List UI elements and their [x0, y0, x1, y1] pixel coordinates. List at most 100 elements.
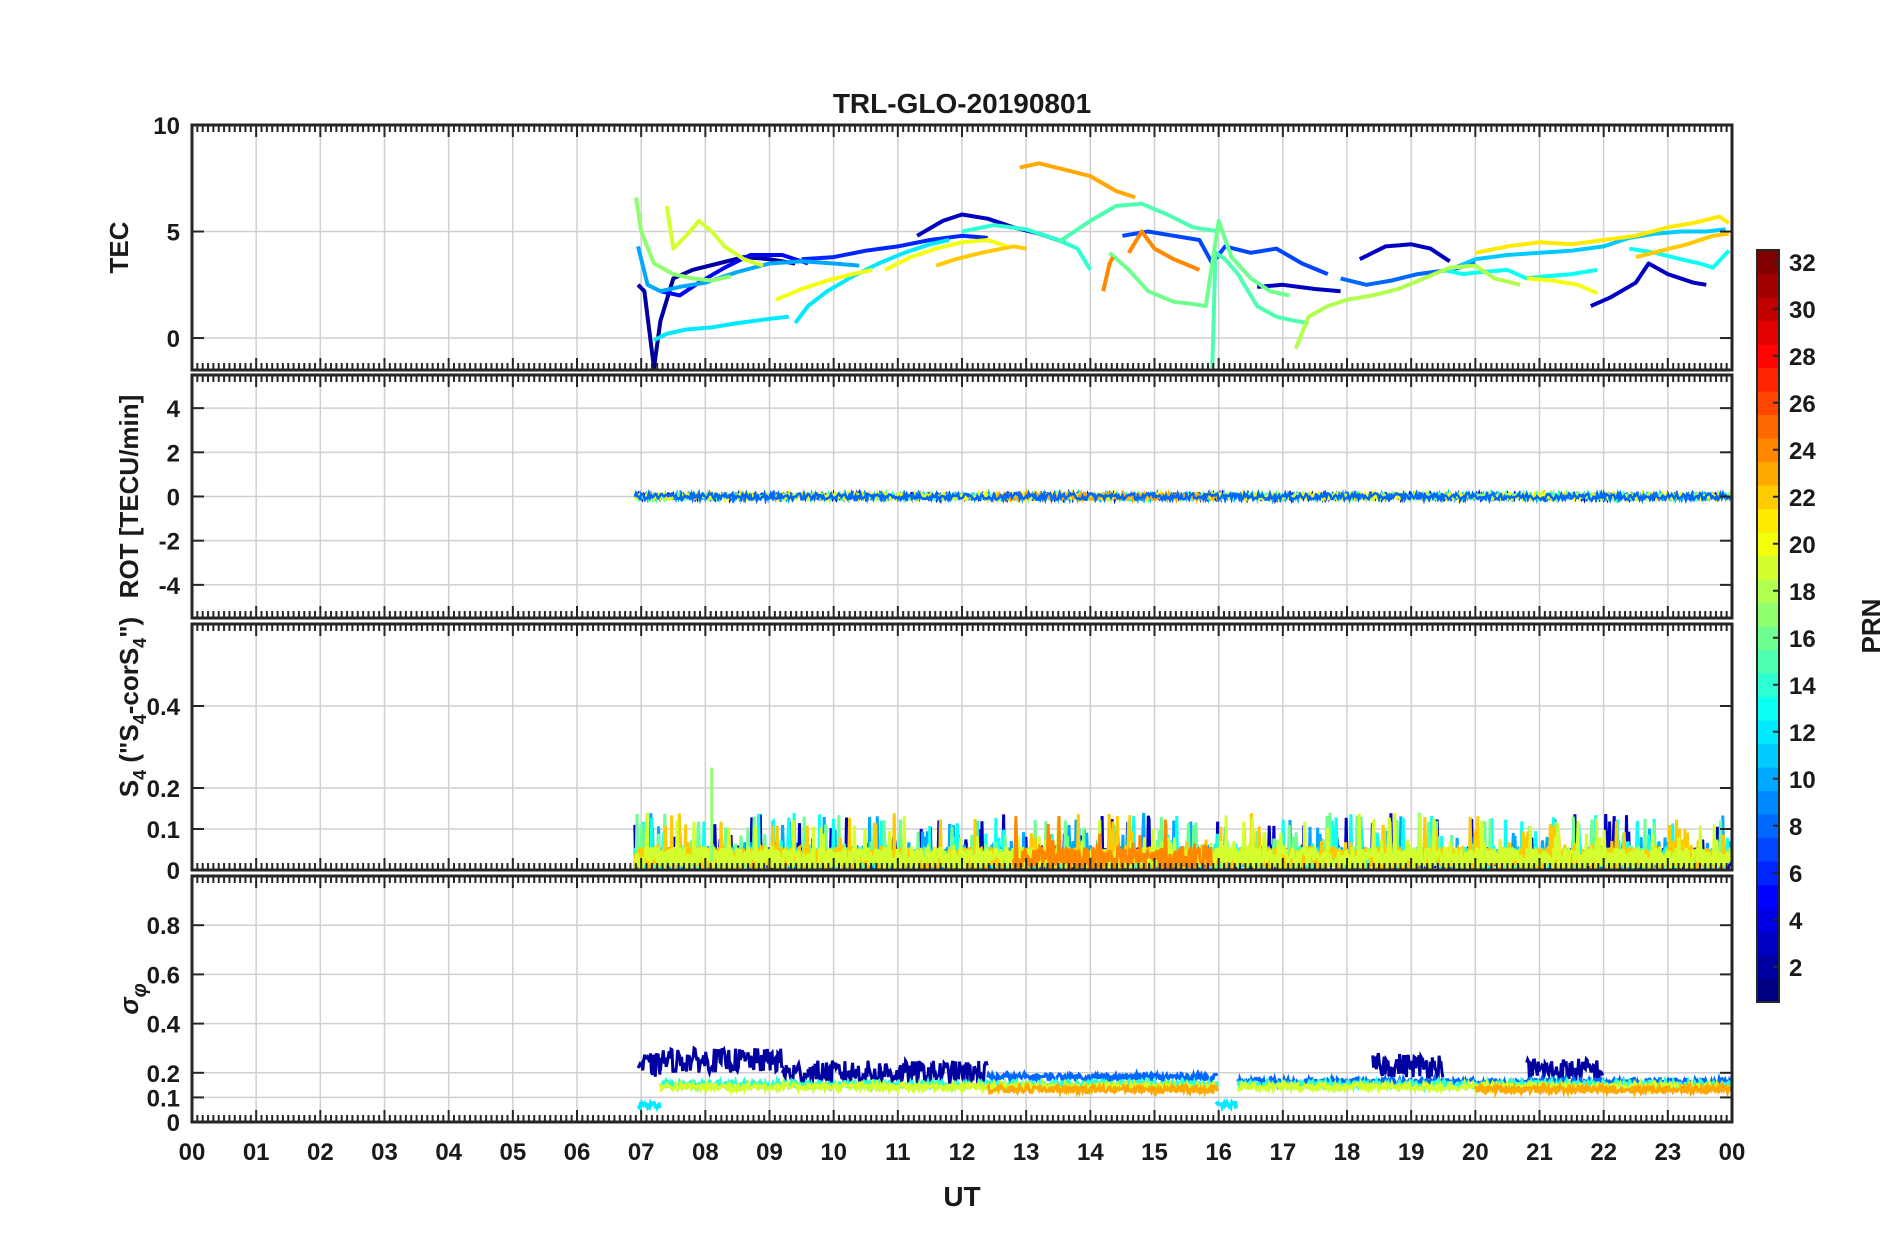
- x-tick-label: 14: [1077, 1139, 1104, 1166]
- rot-panel: -4 -2 0 2 4 ROT [TECU/min]: [114, 373, 1734, 620]
- x-tick-label: 05: [499, 1139, 526, 1166]
- sigma-series-line: [636, 1052, 662, 1077]
- colorbar-swatch: [1757, 461, 1779, 486]
- colorbar-tick-label: 32: [1789, 250, 1816, 277]
- colorbar-swatch: [1757, 273, 1779, 298]
- colorbar-tick-label: 2: [1789, 955, 1802, 982]
- colorbar-tick-label: 20: [1789, 532, 1816, 559]
- tec-series-line: [634, 197, 732, 283]
- tec-series-line: [1635, 231, 1730, 260]
- colorbar-swatch: [1757, 884, 1779, 909]
- tec-series-line: [653, 314, 790, 342]
- x-tick-label: 07: [628, 1139, 655, 1166]
- tec-series-line: [1474, 214, 1730, 255]
- colorbar-swatch: [1757, 250, 1779, 275]
- colorbar-swatch: [1757, 767, 1779, 792]
- colorbar-swatch: [1757, 790, 1779, 815]
- tec-series-line: [1293, 263, 1521, 350]
- colorbar-tick-label: 14: [1789, 673, 1816, 700]
- colorbar-swatch: [1757, 344, 1779, 369]
- x-tick-label: 11: [885, 1139, 910, 1166]
- y-tick-label: 2: [167, 440, 180, 467]
- s4-subscript: 4: [130, 638, 150, 648]
- tec-series-line: [1358, 242, 1451, 263]
- x-tick-label: 02: [307, 1139, 334, 1166]
- sigma-dip-line: [636, 1097, 662, 1113]
- tec-series-line: [1108, 218, 1290, 309]
- colorbar-tick-label: 4: [1789, 908, 1803, 935]
- s4-label-part: -cor: [114, 665, 144, 714]
- x-tick-label: 15: [1141, 1139, 1168, 1166]
- colorbar-swatch: [1757, 649, 1779, 674]
- tec-series-line: [1101, 256, 1115, 292]
- tec-series-line: [935, 244, 1027, 268]
- y-tick-label: 0.8: [147, 913, 180, 940]
- sigma-symbol: σ: [114, 996, 144, 1015]
- colorbar-swatch: [1757, 391, 1779, 416]
- s4-label-part: (": [114, 742, 144, 770]
- y-tick-label: 0.4: [147, 694, 181, 721]
- colorbar-swatch: [1757, 814, 1779, 839]
- colorbar-swatch: [1757, 320, 1779, 345]
- sigma-series-line: [658, 1074, 1220, 1094]
- tec-series-line: [801, 233, 988, 262]
- y-tick-label: 0.2: [147, 1061, 180, 1088]
- y-axis-label-tec: TEC: [104, 221, 134, 273]
- colorbar-tick-label: 8: [1789, 814, 1802, 841]
- colorbar-swatch: [1757, 861, 1779, 886]
- colorbar-tick-label: 24: [1789, 438, 1816, 465]
- x-tick-label: 12: [949, 1139, 976, 1166]
- s4-symbol: S: [114, 648, 144, 665]
- x-tick-label: 22: [1590, 1139, 1617, 1166]
- colorbar-tick-label: 28: [1789, 344, 1816, 371]
- y-tick-label: 0.1: [147, 817, 180, 844]
- colorbar-tick-label: 6: [1789, 861, 1802, 888]
- colorbar-swatch: [1757, 696, 1779, 721]
- colorbar-swatch: [1757, 367, 1779, 392]
- s4-symbol: S: [114, 780, 144, 797]
- y-tick-label: 0: [167, 326, 180, 353]
- y-tick-label: 0: [167, 858, 180, 885]
- tec-series-line: [1210, 250, 1309, 368]
- sigma-series-line: [986, 1068, 1218, 1086]
- x-tick-label: 19: [1398, 1139, 1425, 1166]
- x-tick-label: 18: [1334, 1139, 1361, 1166]
- colorbar-swatch: [1757, 438, 1779, 463]
- x-tick-label: 08: [692, 1139, 719, 1166]
- colorbar-swatch: [1757, 414, 1779, 439]
- colorbar-tick-label: 18: [1789, 579, 1816, 606]
- sigma-series-line: [1525, 1055, 1605, 1084]
- tec-series-line: [1589, 261, 1707, 308]
- tec-panel: 0 5 10 TEC: [104, 113, 1734, 372]
- tec-series-line: [1257, 282, 1341, 294]
- colorbar-swatch: [1757, 955, 1779, 980]
- tec-series-line: [1448, 227, 1726, 272]
- x-tick-label: 04: [435, 1139, 462, 1166]
- colorbar-swatch: [1757, 508, 1779, 533]
- tec-series-line: [1442, 267, 1598, 281]
- colorbar-label: PRN: [1856, 599, 1886, 654]
- tec-series-line: [775, 267, 873, 302]
- x-tick-label: 09: [756, 1139, 783, 1166]
- colorbar-swatch: [1757, 743, 1779, 768]
- y-tick-label: 0: [167, 485, 180, 512]
- x-tick-label: 23: [1654, 1139, 1681, 1166]
- tec-series-line: [664, 205, 764, 268]
- y-tick-label: 0.6: [147, 962, 180, 989]
- series-group: [634, 161, 1731, 370]
- y-tick-label: 0: [167, 1110, 180, 1137]
- y-axis-label-s4: S4 ("S4-corS4"): [114, 617, 150, 797]
- sigma-series-line: [1473, 1080, 1732, 1099]
- s4-symbol: S: [114, 724, 144, 741]
- colorbar-swatch: [1757, 532, 1779, 557]
- colorbar-tick-label: 12: [1789, 720, 1816, 747]
- tec-series-line: [1628, 246, 1731, 270]
- x-tick-label: 03: [371, 1139, 398, 1166]
- x-tick-label: 17: [1269, 1139, 1296, 1166]
- y-tick-label: -2: [159, 529, 180, 556]
- colorbar-swatch: [1757, 297, 1779, 322]
- colorbar-swatch: [1757, 673, 1779, 698]
- x-tick-label: 00: [179, 1139, 206, 1166]
- colorbar-swatch: [1757, 931, 1779, 956]
- colorbar-swatch: [1757, 555, 1779, 580]
